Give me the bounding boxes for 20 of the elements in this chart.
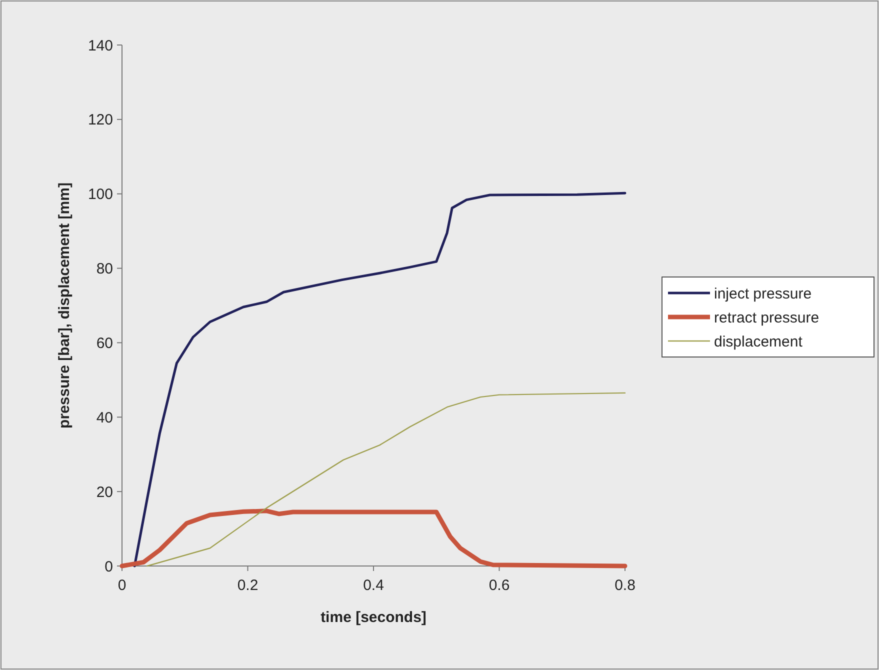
y-tick-label: 40 bbox=[96, 409, 113, 426]
y-tick-label: 80 bbox=[96, 260, 113, 278]
line-series bbox=[133, 192, 626, 568]
y-axis-title: pressure [bar], displacement [mm] bbox=[56, 182, 73, 428]
y-tick-label: 100 bbox=[88, 186, 113, 204]
y-tick-label: 60 bbox=[96, 334, 113, 352]
x-axis-title: time [seconds] bbox=[320, 609, 426, 626]
line-series bbox=[146, 392, 626, 567]
x-tick-label: 0.4 bbox=[363, 577, 384, 594]
legend-label: retract pressure bbox=[714, 309, 820, 326]
y-tick-label: 20 bbox=[96, 484, 113, 501]
y-tick-label: 0 bbox=[104, 558, 113, 576]
x-tick-label: 0.6 bbox=[488, 577, 510, 594]
x-tick-label: 0.8 bbox=[614, 577, 636, 594]
x-tick-label: 0 bbox=[118, 577, 126, 594]
legend-label: displacement bbox=[714, 333, 804, 350]
legend-label: inject pressure bbox=[714, 285, 812, 302]
y-tick-label: 140 bbox=[88, 37, 113, 54]
x-tick-label: 0.2 bbox=[237, 577, 258, 594]
y-tick-label: 120 bbox=[88, 112, 113, 129]
